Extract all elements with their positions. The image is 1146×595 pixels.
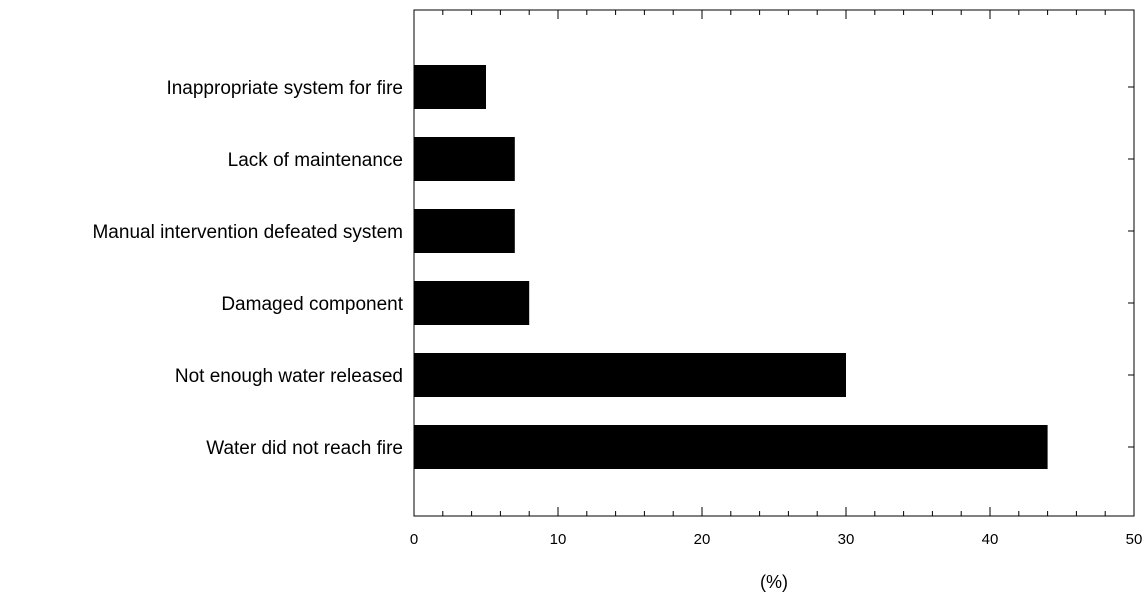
x-tick-label: 50 — [1126, 531, 1143, 548]
category-label: Not enough water released — [175, 366, 403, 387]
bar — [414, 353, 846, 397]
bar — [414, 65, 486, 109]
x-tick-label: 40 — [982, 531, 999, 548]
axis-ticks — [413, 10, 1135, 516]
category-label: Lack of maintenance — [228, 150, 403, 171]
x-tick-label: 20 — [694, 531, 711, 548]
bar — [414, 425, 1048, 469]
plot-frame — [413, 9, 1135, 517]
x-tick-labels: 0 10 20 30 40 50 — [410, 531, 1143, 548]
category-label: Inappropriate system for fire — [166, 78, 403, 99]
bar — [414, 209, 515, 253]
bars-group — [414, 65, 1048, 469]
category-labels: Inappropriate system for fire Lack of mai… — [92, 78, 403, 459]
bar — [414, 137, 515, 181]
bar — [414, 281, 530, 325]
x-axis-title: (%) — [760, 572, 788, 592]
x-tick-label: 30 — [838, 531, 855, 548]
category-label: Damaged component — [221, 294, 403, 315]
category-label: Water did not reach fire — [206, 438, 403, 459]
category-label: Manual intervention defeated system — [92, 222, 403, 243]
x-tick-label: 10 — [550, 531, 567, 548]
x-tick-label: 0 — [410, 531, 418, 548]
